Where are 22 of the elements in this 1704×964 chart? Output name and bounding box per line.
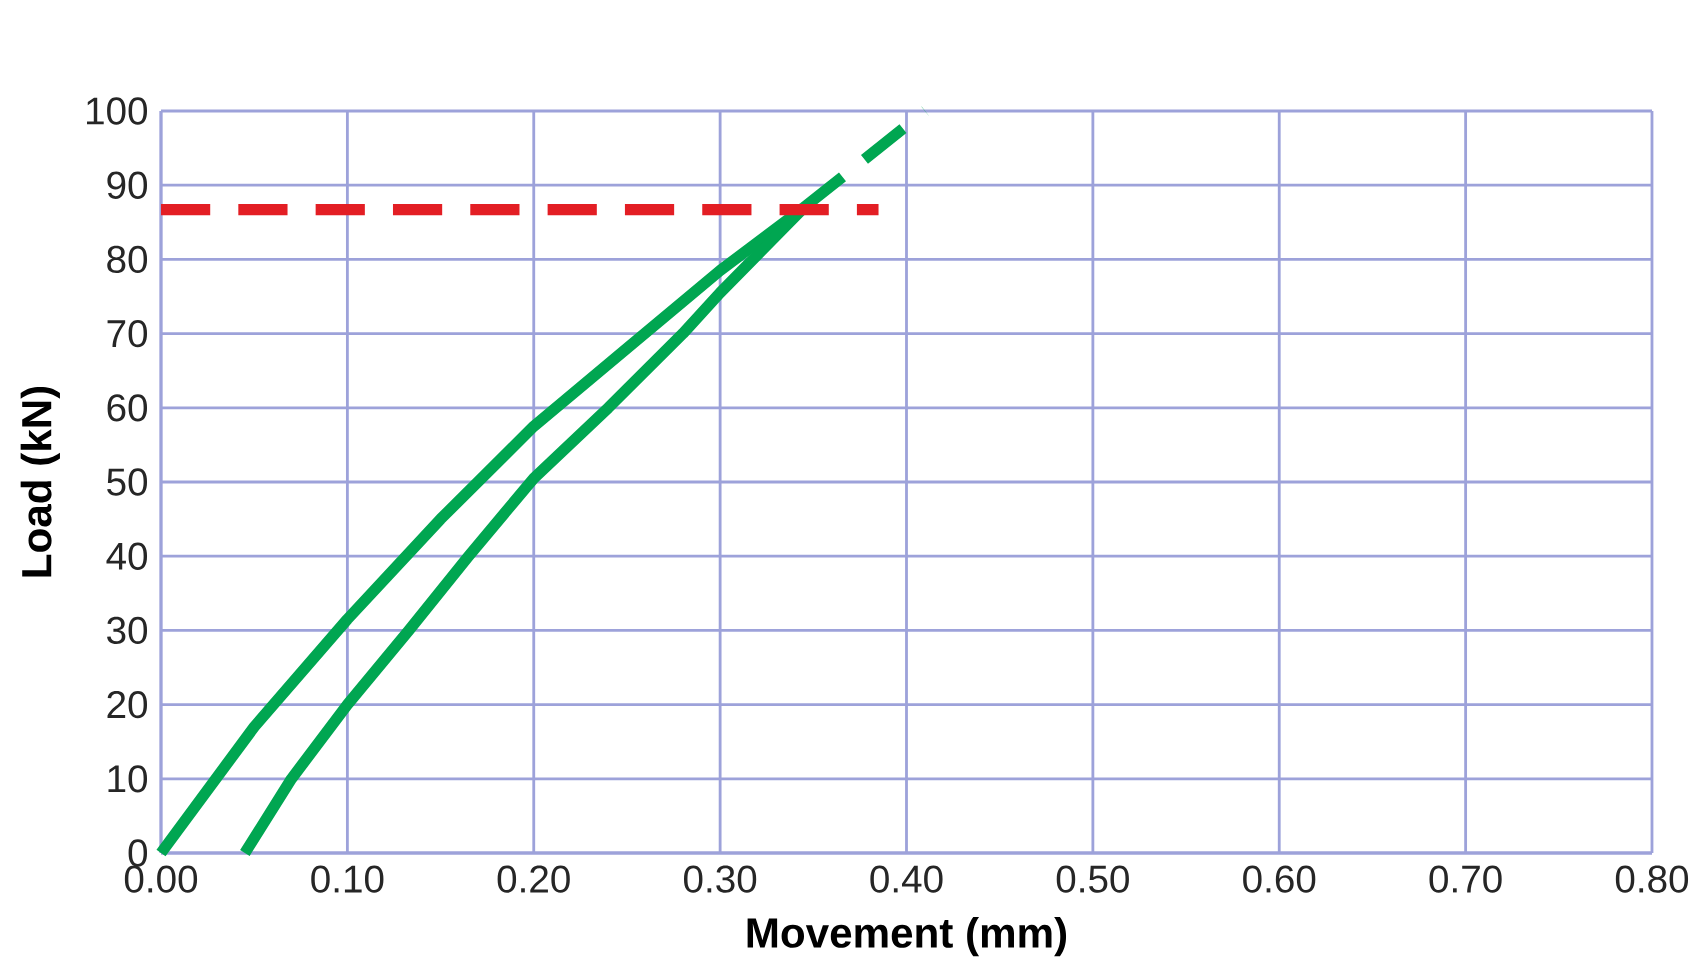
y-tick-label: 0 [128, 839, 148, 867]
y-tick-label: 100 [87, 97, 148, 125]
x-tick-label: 0.80 [1615, 865, 1689, 893]
y-tick-label: 20 [107, 690, 148, 719]
x-tick-label: 0.30 [683, 865, 757, 893]
x-tick-label: 0.00 [124, 865, 198, 893]
y-tick-label: 50 [107, 468, 148, 496]
x-tick-label: 0.20 [497, 865, 570, 893]
y-tick-label: 70 [107, 319, 148, 348]
y-axis-title: Load (kN) [20, 386, 60, 577]
x-tick-label: 0.10 [311, 865, 384, 893]
y-tick-label: 60 [107, 394, 148, 422]
x-tick-label: 0.50 [1056, 865, 1129, 893]
x-tick-label: 0.40 [870, 865, 943, 893]
y-tick-label: 10 [108, 765, 148, 793]
x-axis-title: Movement (mm) [747, 916, 1067, 957]
x-tick-label: 0.70 [1429, 865, 1502, 893]
y-tick-label: 40 [106, 542, 148, 570]
y-tick-label: 30 [107, 616, 148, 645]
x-tick-label: 0.60 [1243, 865, 1316, 893]
y-tick-label: 90 [107, 171, 148, 199]
y-tick-label: 80 [107, 245, 148, 274]
